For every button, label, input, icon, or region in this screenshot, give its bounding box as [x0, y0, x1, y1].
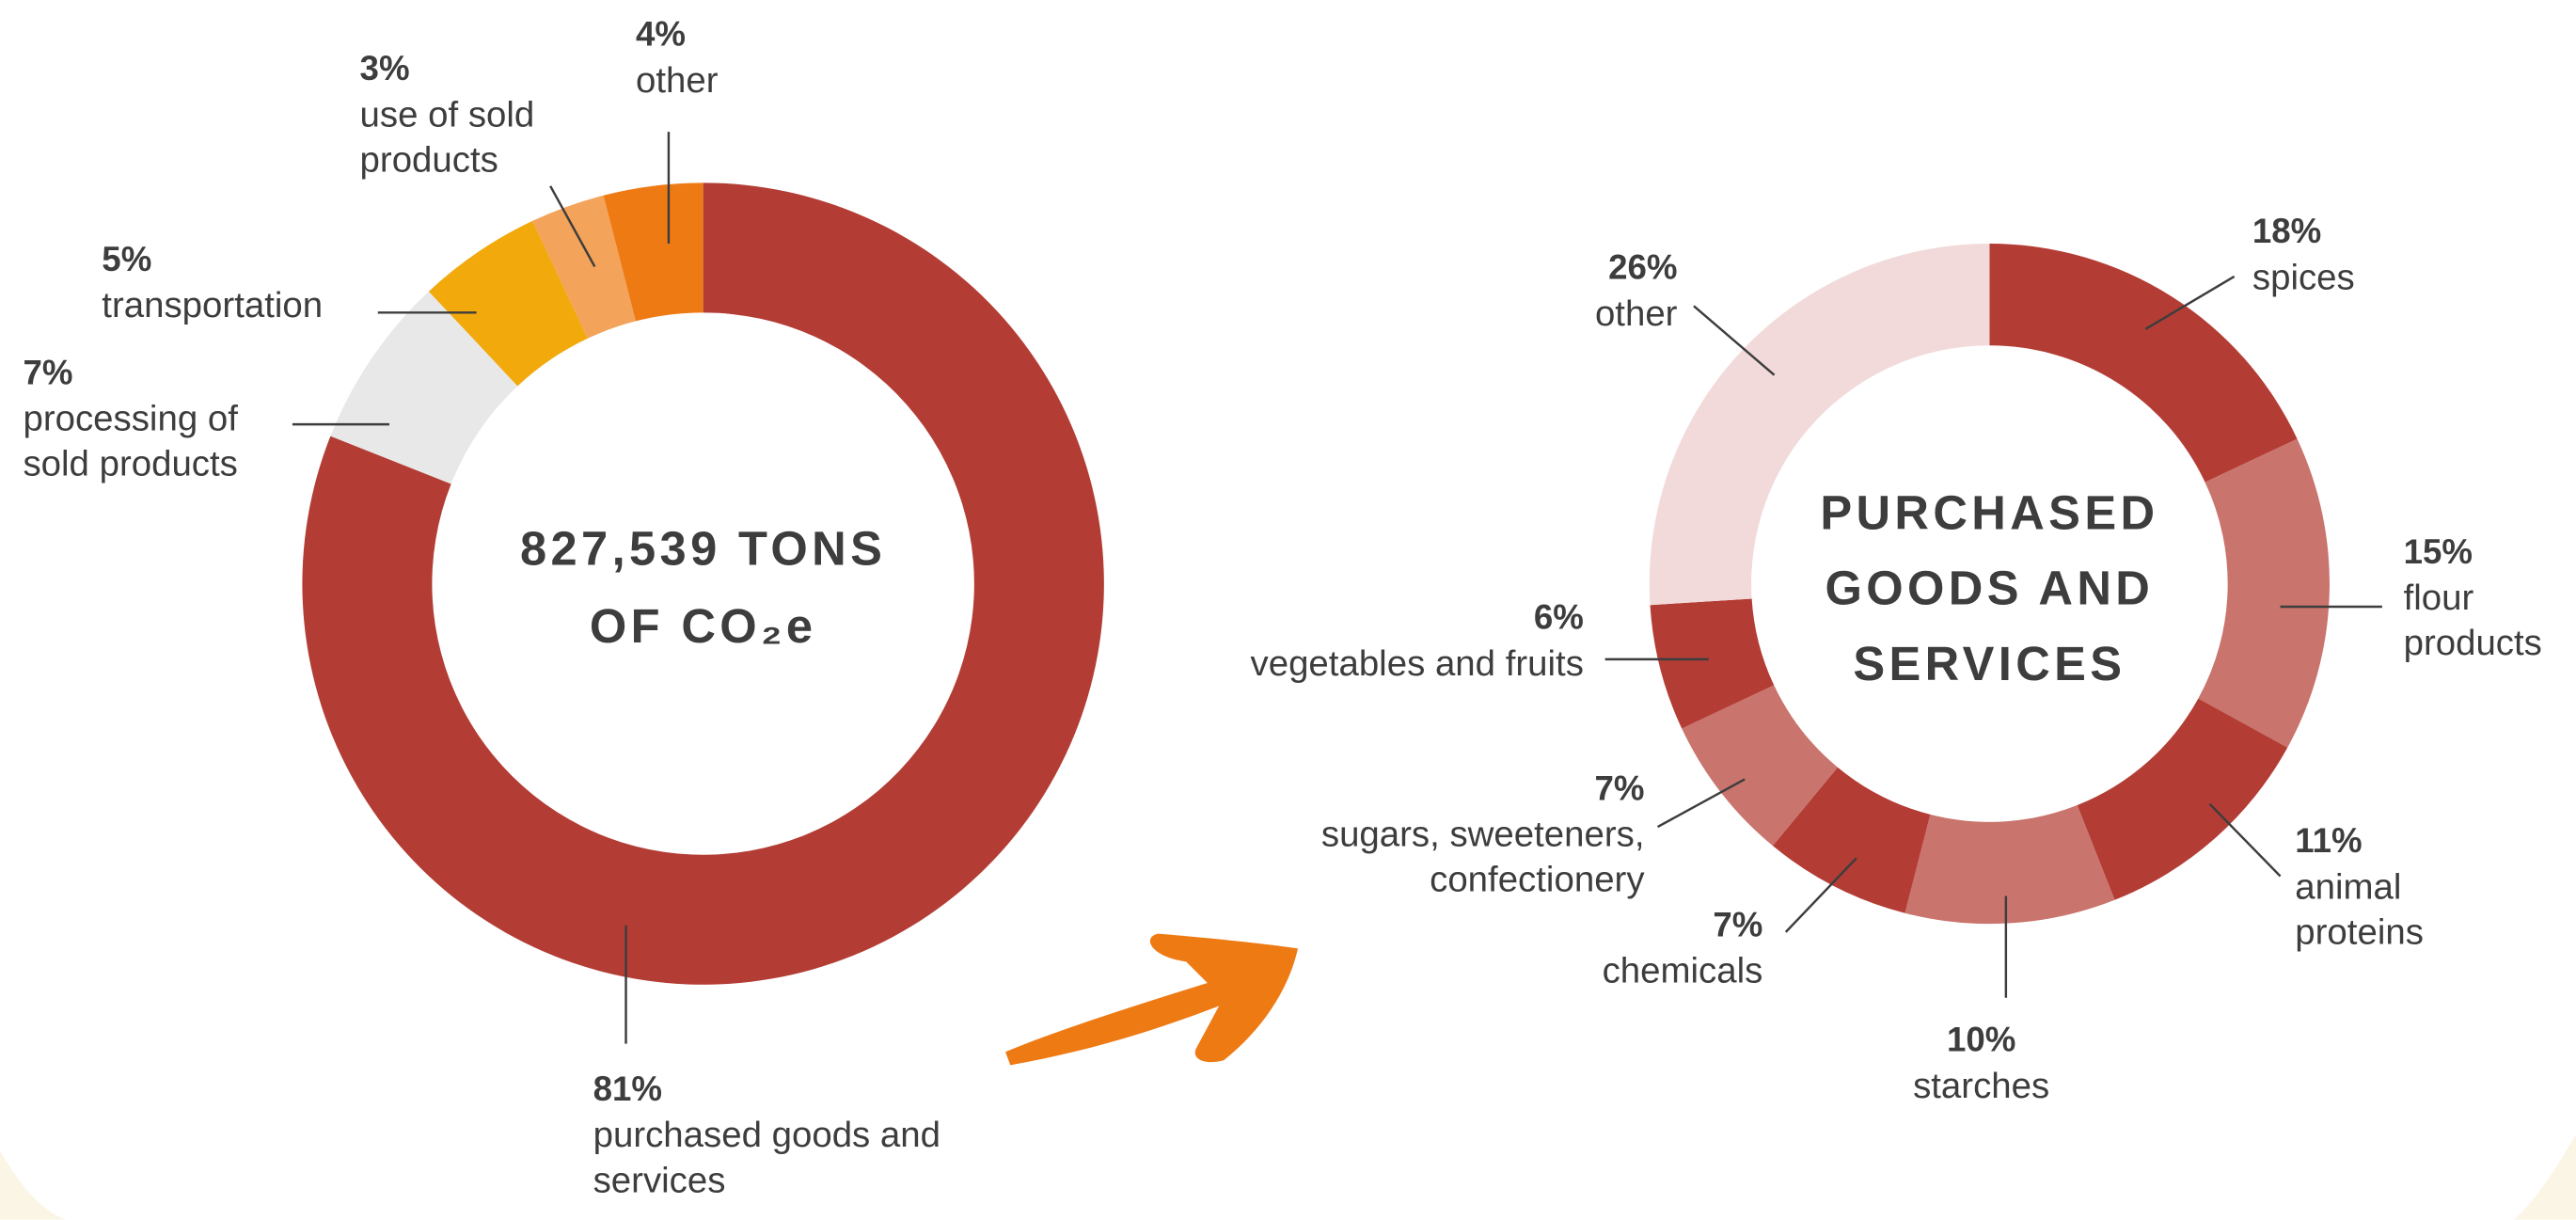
percent-label: 7%: [1595, 768, 1645, 807]
donut-segment: [1650, 598, 1775, 729]
donut-segment: [2077, 698, 2288, 900]
donut-segment: [1904, 805, 2115, 925]
category-label: flour products: [2404, 578, 2542, 663]
percent-label: 7%: [23, 353, 72, 391]
percent-label: 18%: [2252, 212, 2321, 250]
category-label: spices: [2252, 258, 2355, 298]
category-label: other: [1595, 293, 1678, 334]
donut-segment: [1772, 767, 1931, 913]
leader-line: [549, 185, 596, 268]
center-label: OF CO₂e: [590, 599, 817, 653]
percent-label: 26%: [1608, 248, 1677, 287]
category-label: processing of sold products: [23, 399, 238, 484]
category-label: use of sold products: [360, 95, 535, 181]
percent-label: 3%: [360, 49, 410, 87]
category-label: transportation: [102, 285, 323, 325]
percent-label: 15%: [2404, 532, 2473, 571]
corner-decoration: [2513, 1133, 2576, 1220]
category-label: animal proteins: [2295, 867, 2424, 953]
donut-segment: [1649, 243, 1990, 606]
leader-line: [2144, 275, 2236, 330]
donut-segment: [302, 182, 1104, 985]
donut-segment: [330, 291, 518, 484]
percent-label: 10%: [1947, 1021, 2015, 1059]
leader-line: [1656, 778, 1746, 829]
donut-segment: [2198, 438, 2330, 748]
category-label: purchased goods and services: [593, 1115, 940, 1200]
donut-segment: [1682, 685, 1838, 847]
donut-segment: [428, 220, 588, 387]
percent-label: 81%: [593, 1069, 662, 1108]
center-label: SERVICES: [1853, 637, 2126, 690]
donut-segment: [1989, 243, 2298, 483]
category-label: vegetables and fruits: [1251, 643, 1584, 684]
arrow: [1005, 933, 1298, 1066]
donut-segment: [532, 195, 636, 339]
corner-decoration: [0, 1150, 66, 1220]
donut-segment: [603, 182, 703, 322]
percent-label: 11%: [2295, 821, 2362, 860]
leader-line: [2208, 802, 2282, 878]
center-label: GOODS AND: [1825, 562, 2155, 615]
center-label: PURCHASED: [1820, 485, 2158, 539]
leader-line: [1784, 857, 1857, 933]
center-label: 827,539 TONS: [520, 522, 886, 576]
category-label: sugars, sweeteners, confectionery: [1321, 815, 1645, 900]
leader-line: [1693, 305, 1776, 376]
percent-label: 4%: [636, 15, 686, 54]
percent-label: 5%: [102, 240, 151, 278]
category-label: other: [636, 60, 719, 101]
category-label: chemicals: [1603, 951, 1763, 991]
percent-label: 6%: [1534, 598, 1584, 637]
category-label: starches: [1913, 1066, 2049, 1106]
percent-label: 7%: [1713, 905, 1762, 943]
